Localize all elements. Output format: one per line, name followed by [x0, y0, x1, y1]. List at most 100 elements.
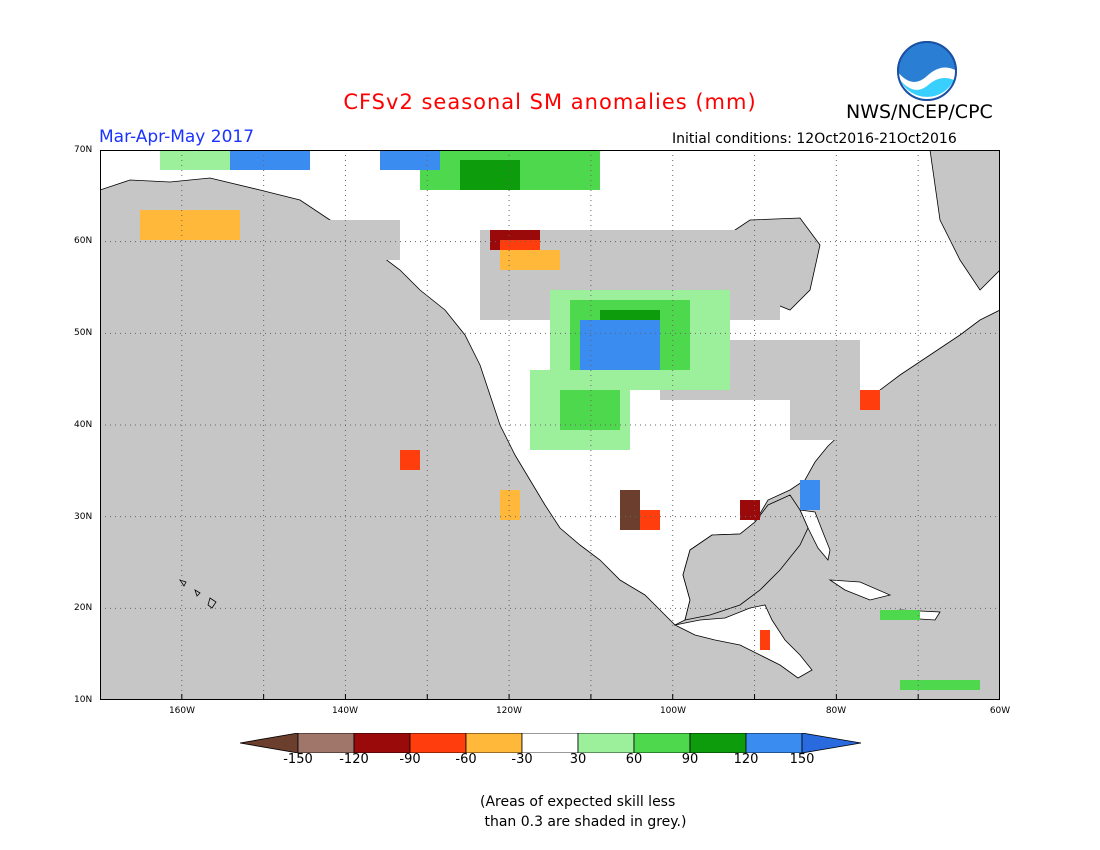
anomaly-cell [270, 280, 280, 290]
anomaly-cell [670, 270, 680, 280]
anomaly-cell [600, 250, 610, 260]
anomaly-cell [760, 240, 770, 250]
lat-label-50n: 50N [74, 328, 93, 338]
anomaly-cell [410, 460, 420, 470]
anomaly-cell [310, 240, 320, 250]
anomaly-cell [580, 260, 590, 270]
anomaly-cell [900, 410, 910, 420]
anomaly-cell [900, 430, 910, 440]
anomaly-cell [130, 310, 140, 320]
anomaly-cell [820, 360, 830, 370]
anomaly-cell [520, 270, 530, 280]
anomaly-cell [730, 270, 740, 280]
anomaly-cell [630, 330, 640, 340]
anomaly-cell [730, 230, 740, 240]
anomaly-cell [550, 260, 560, 270]
anomaly-cell [660, 330, 670, 340]
anomaly-cell [590, 340, 600, 350]
anomaly-cell [270, 300, 280, 310]
anomaly-cell [690, 230, 700, 240]
anomaly-cell [560, 320, 570, 330]
colorbar-segment [297, 733, 355, 753]
anomaly-cell [920, 680, 930, 690]
anomaly-cell [240, 320, 250, 330]
anomaly-cell [140, 290, 150, 300]
anomaly-cell [500, 270, 510, 280]
anomaly-cell [480, 260, 490, 270]
anomaly-cell [500, 180, 510, 190]
anomaly-cell [510, 290, 520, 300]
anomaly-cell [720, 360, 730, 370]
anomaly-cell [550, 290, 560, 300]
anomaly-cell [860, 400, 870, 410]
anomaly-cell [710, 380, 720, 390]
anomaly-cell [530, 290, 540, 300]
anomaly-cell [640, 310, 650, 320]
anomaly-cell [670, 350, 680, 360]
anomaly-cell [170, 270, 180, 280]
anomaly-cell [560, 290, 570, 300]
anomaly-cell [600, 390, 610, 400]
anomaly-cell [230, 220, 240, 230]
anomaly-cell [660, 340, 670, 350]
anomaly-cell [830, 430, 840, 440]
anomaly-cell [220, 160, 230, 170]
anomaly-cell [280, 270, 290, 280]
anomaly-cell [230, 160, 240, 170]
anomaly-cell [620, 320, 630, 330]
anomaly-cell [670, 320, 680, 330]
anomaly-cell [600, 330, 610, 340]
anomaly-cell [650, 240, 660, 250]
land-central-america [673, 604, 813, 679]
anomaly-cell [680, 360, 690, 370]
gulf-of-mexico [682, 494, 809, 621]
anomaly-cell [240, 310, 250, 320]
anomaly-cell [220, 270, 230, 280]
anomaly-cell [600, 230, 610, 240]
anomaly-cell [650, 360, 660, 370]
anomaly-cell [790, 380, 800, 390]
colorbar-segment [409, 733, 467, 753]
anomaly-cell [820, 400, 830, 410]
anomaly-cell [560, 270, 570, 280]
anomaly-cell [420, 170, 430, 180]
anomaly-cell [380, 240, 390, 250]
anomaly-cell [630, 510, 640, 520]
anomaly-cell [580, 250, 590, 260]
anomaly-cell [850, 350, 860, 360]
anomaly-cell [570, 330, 580, 340]
anomaly-cell [650, 300, 660, 310]
anomaly-cell [670, 340, 680, 350]
anomaly-cell [160, 270, 170, 280]
anomaly-cell [740, 230, 750, 240]
anomaly-cell [680, 380, 690, 390]
lat-label-60n: 60N [74, 236, 93, 246]
anomaly-cell [730, 340, 740, 350]
anomaly-cell [210, 300, 220, 310]
anomaly-cell [300, 230, 310, 240]
anomaly-cell [230, 270, 240, 280]
anomaly-cell [460, 170, 470, 180]
anomaly-cell [240, 290, 250, 300]
anomaly-cell [670, 360, 680, 370]
anomaly-cell [250, 320, 260, 330]
anomaly-cell [580, 400, 590, 410]
anomaly-cell [610, 260, 620, 270]
anomaly-cell [560, 170, 570, 180]
anomaly-cell [180, 160, 190, 170]
anomaly-cell [330, 220, 340, 230]
anomaly-cell [380, 220, 390, 230]
anomaly-cell [270, 290, 280, 300]
anomaly-cell [840, 400, 850, 410]
anomaly-cell [690, 310, 700, 320]
anomaly-cell [560, 330, 570, 340]
anomaly-cell [420, 150, 430, 160]
anomaly-cell [860, 390, 870, 400]
anomaly-cell [690, 380, 700, 390]
anomaly-cell [530, 170, 540, 180]
anomaly-cell [280, 310, 290, 320]
anomaly-cell [210, 160, 220, 170]
anomaly-cell [420, 160, 430, 170]
anomaly-cell [600, 300, 610, 310]
anomaly-cell [580, 370, 590, 380]
